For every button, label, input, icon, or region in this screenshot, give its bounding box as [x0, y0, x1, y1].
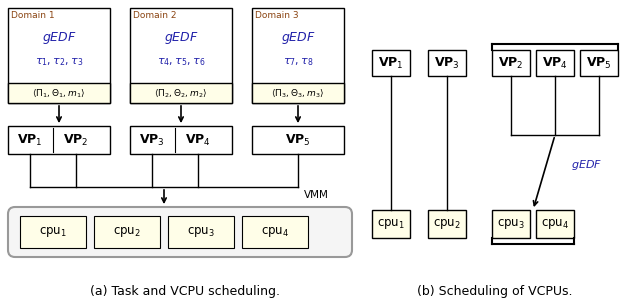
- Text: $\langle\Pi_3, \Theta_3, m_3\rangle$: $\langle\Pi_3, \Theta_3, m_3\rangle$: [272, 87, 324, 99]
- Text: Domain 1: Domain 1: [11, 11, 55, 20]
- Bar: [428, 50, 466, 76]
- Text: $\tau_1, \tau_2, \tau_3$: $\tau_1, \tau_2, \tau_3$: [35, 56, 83, 68]
- Bar: [130, 126, 232, 154]
- Text: VP$_3$: VP$_3$: [139, 132, 165, 147]
- Bar: [8, 8, 110, 103]
- Text: $\tau_4, \tau_5, \tau_6$: $\tau_4, \tau_5, \tau_6$: [157, 56, 205, 68]
- Text: cpu$_2$: cpu$_2$: [433, 217, 461, 231]
- Bar: [428, 210, 466, 238]
- Text: $\langle\Pi_2, \Theta_2, m_2\rangle$: $\langle\Pi_2, \Theta_2, m_2\rangle$: [155, 87, 207, 99]
- Text: $g\mathit{EDF}$: $g\mathit{EDF}$: [281, 30, 315, 46]
- Bar: [8, 126, 110, 154]
- Bar: [242, 216, 308, 248]
- Text: VP$_2$: VP$_2$: [63, 132, 89, 147]
- Text: VP$_5$: VP$_5$: [285, 132, 311, 147]
- Text: VP$_1$: VP$_1$: [378, 55, 404, 71]
- Text: $g\mathit{EDF}$: $g\mathit{EDF}$: [164, 30, 198, 46]
- Bar: [252, 8, 344, 103]
- Text: cpu$_1$: cpu$_1$: [377, 217, 405, 231]
- Text: VP$_2$: VP$_2$: [498, 55, 524, 71]
- Bar: [536, 50, 574, 76]
- Text: $\tau_7, \tau_8$: $\tau_7, \tau_8$: [282, 56, 313, 68]
- Text: Domain 2: Domain 2: [133, 11, 177, 20]
- Bar: [168, 216, 234, 248]
- Text: Domain 3: Domain 3: [255, 11, 299, 20]
- FancyBboxPatch shape: [8, 207, 352, 257]
- Text: cpu$_4$: cpu$_4$: [541, 217, 569, 231]
- Bar: [94, 216, 160, 248]
- Text: cpu$_4$: cpu$_4$: [261, 225, 289, 239]
- Bar: [8, 83, 110, 103]
- Bar: [252, 83, 344, 103]
- Text: (a) Task and VCPU scheduling.: (a) Task and VCPU scheduling.: [90, 285, 280, 297]
- Bar: [130, 83, 232, 103]
- Text: cpu$_3$: cpu$_3$: [187, 225, 215, 239]
- Text: VP$_1$: VP$_1$: [17, 132, 43, 147]
- Text: VP$_4$: VP$_4$: [542, 55, 568, 71]
- Text: VP$_4$: VP$_4$: [185, 132, 211, 147]
- Bar: [130, 8, 232, 103]
- Bar: [372, 50, 410, 76]
- Text: VMM: VMM: [304, 190, 329, 200]
- Text: cpu$_2$: cpu$_2$: [113, 225, 141, 239]
- Text: cpu$_3$: cpu$_3$: [497, 217, 525, 231]
- Bar: [372, 210, 410, 238]
- Text: $\langle\Pi_1, \Theta_1, m_1\rangle$: $\langle\Pi_1, \Theta_1, m_1\rangle$: [33, 87, 85, 99]
- Bar: [580, 50, 618, 76]
- Text: (b) Scheduling of VCPUs.: (b) Scheduling of VCPUs.: [417, 285, 573, 297]
- Bar: [492, 50, 530, 76]
- Text: VP$_3$: VP$_3$: [434, 55, 460, 71]
- Text: $g\mathit{EDF}$: $g\mathit{EDF}$: [571, 158, 602, 172]
- Bar: [252, 126, 344, 154]
- Bar: [492, 210, 530, 238]
- Text: cpu$_1$: cpu$_1$: [39, 225, 67, 239]
- Bar: [20, 216, 86, 248]
- Text: $g\mathit{EDF}$: $g\mathit{EDF}$: [42, 30, 76, 46]
- Text: VP$_5$: VP$_5$: [586, 55, 612, 71]
- Bar: [536, 210, 574, 238]
